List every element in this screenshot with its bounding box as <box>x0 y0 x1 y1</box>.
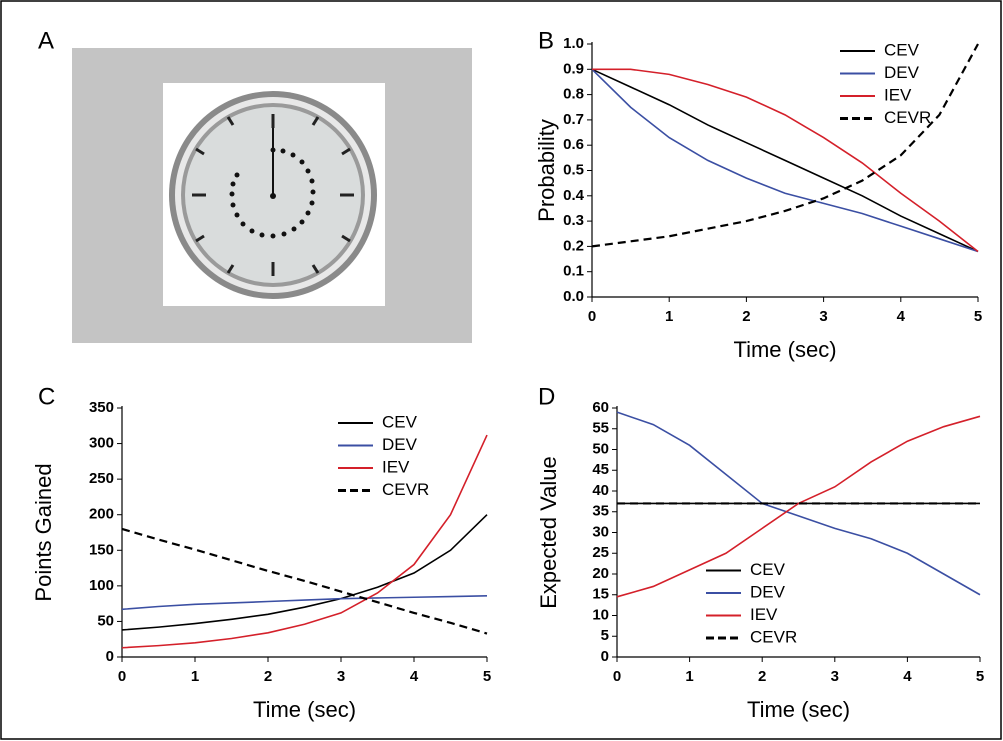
y-tick-label: 300 <box>89 435 114 452</box>
series-line <box>592 68 979 253</box>
y-tick-label: 55 <box>592 420 609 437</box>
panel-label: D <box>538 383 555 410</box>
y-tick-label: 200 <box>89 506 114 523</box>
legend-label: IEV <box>750 605 778 624</box>
y-tick-label: 50 <box>592 440 609 457</box>
x-axis-label: Time (sec) <box>747 697 850 722</box>
y-tick-label: 5 <box>601 627 609 644</box>
x-tick-label: 1 <box>191 668 199 685</box>
x-tick-label: 2 <box>264 668 272 685</box>
y-tick-label: 1.0 <box>563 35 584 52</box>
y-tick-label: 0.4 <box>563 187 585 204</box>
y-tick-label: 35 <box>592 503 609 520</box>
series-line <box>121 514 488 631</box>
x-tick-label: 0 <box>613 668 621 685</box>
y-tick-label: 20 <box>592 565 609 582</box>
y-tick-label: 0.1 <box>563 263 584 280</box>
y-tick-label: 40 <box>592 482 609 499</box>
series-line <box>121 527 488 635</box>
series-line <box>591 68 979 253</box>
y-tick-label: 150 <box>89 541 114 558</box>
x-tick-label: 2 <box>742 308 750 325</box>
x-tick-label: 1 <box>665 308 673 325</box>
x-axis-label: Time (sec) <box>733 337 836 362</box>
x-tick-label: 3 <box>337 668 345 685</box>
spiral-dots <box>229 147 316 239</box>
y-tick-label: 0 <box>106 648 114 665</box>
x-tick-label: 1 <box>685 668 693 685</box>
legend-label: DEV <box>750 582 786 601</box>
x-tick-label: 0 <box>588 308 596 325</box>
legend-label: DEV <box>382 435 418 454</box>
panel-label: C <box>38 383 55 410</box>
y-tick-label: 100 <box>89 577 114 594</box>
y-tick-label: 0.7 <box>563 111 584 128</box>
y-axis-label: Probability <box>534 119 559 222</box>
x-tick-label: 3 <box>819 308 827 325</box>
x-tick-label: 5 <box>483 668 491 685</box>
clock-picture <box>72 48 472 343</box>
y-axis-label: Expected Value <box>536 456 561 608</box>
legend-label: CEV <box>382 412 418 431</box>
x-tick-label: 3 <box>831 668 839 685</box>
hour-marks <box>192 114 354 276</box>
legend-label: CEV <box>750 560 786 579</box>
series-line <box>121 595 488 611</box>
legend-label: IEV <box>884 85 912 104</box>
panel-label: A <box>38 27 54 54</box>
y-tick-label: 350 <box>89 399 114 416</box>
x-tick-label: 2 <box>758 668 766 685</box>
y-tick-label: 60 <box>592 399 609 416</box>
series-line <box>591 43 979 248</box>
y-tick-label: 15 <box>592 586 609 603</box>
legend-label: CEVR <box>382 480 429 499</box>
series-line <box>616 411 981 596</box>
y-tick-label: 0.2 <box>563 237 584 254</box>
x-tick-label: 0 <box>118 668 126 685</box>
y-tick-label: 0 <box>601 648 609 665</box>
y-tick-label: 25 <box>592 544 609 561</box>
x-tick-label: 5 <box>974 308 982 325</box>
panel-label: B <box>538 27 554 54</box>
y-tick-label: 30 <box>592 523 609 540</box>
y-tick-label: 10 <box>592 606 609 623</box>
y-tick-label: 0.8 <box>563 86 584 103</box>
x-tick-label: 4 <box>897 308 906 325</box>
x-axis-label: Time (sec) <box>253 697 356 722</box>
legend-label: CEV <box>884 40 920 59</box>
x-tick-label: 4 <box>410 668 419 685</box>
x-tick-label: 5 <box>976 668 984 685</box>
y-tick-label: 250 <box>89 470 114 487</box>
legend-label: CEVR <box>750 627 797 646</box>
legend-label: CEVR <box>884 108 931 127</box>
x-tick-label: 4 <box>903 668 912 685</box>
y-tick-label: 50 <box>97 612 114 629</box>
y-tick-label: 0.9 <box>563 60 584 77</box>
series-line <box>591 68 979 253</box>
y-tick-label: 45 <box>592 461 609 478</box>
y-tick-label: 0.6 <box>563 136 584 153</box>
legend-label: DEV <box>884 63 920 82</box>
clock-center <box>270 193 276 199</box>
y-axis-label: Points Gained <box>31 463 56 601</box>
y-tick-label: 0.0 <box>563 288 584 305</box>
y-tick-label: 0.3 <box>563 212 584 229</box>
series-line <box>121 434 488 649</box>
legend-label: IEV <box>382 457 410 476</box>
series-line <box>616 415 981 598</box>
y-tick-label: 0.5 <box>563 161 584 178</box>
